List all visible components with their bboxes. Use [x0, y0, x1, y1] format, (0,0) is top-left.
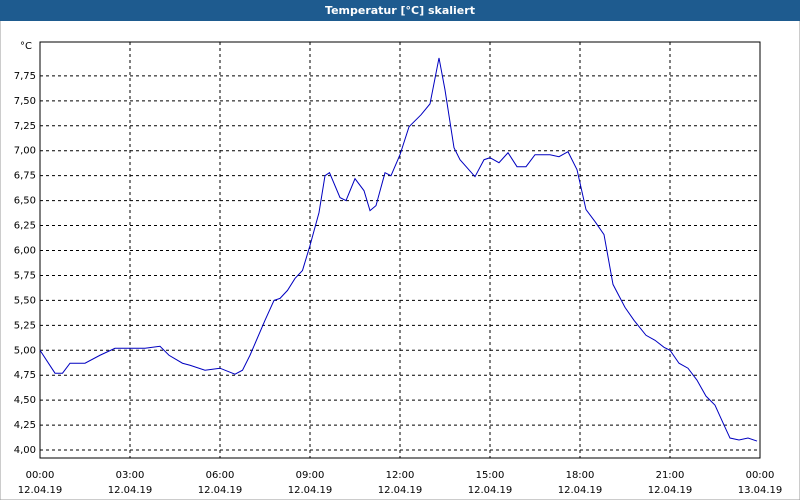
title-bar: [0, 0, 800, 21]
y-tick-label: 5,00: [14, 345, 36, 356]
y-tick-label: 5,25: [14, 320, 36, 331]
x-tick-label: 15:00: [476, 470, 505, 481]
chart-title: Temperatur [°C] skaliert: [325, 4, 475, 17]
x-tick-date: 12.04.19: [468, 485, 513, 496]
x-tick-label: 18:00: [566, 470, 595, 481]
x-tick-date: 12.04.19: [18, 485, 63, 496]
x-tick-date: 12.04.19: [288, 485, 333, 496]
y-tick-label: 4,75: [14, 370, 36, 381]
x-tick-date: 12.04.19: [108, 485, 153, 496]
x-tick-label: 03:00: [116, 470, 145, 481]
x-tick-label: 00:00: [26, 470, 55, 481]
x-tick-date: 12.04.19: [558, 485, 603, 496]
x-tick-date: 12.04.19: [378, 485, 423, 496]
y-tick-label: 4,00: [14, 445, 36, 456]
x-tick-label: 09:00: [296, 470, 325, 481]
plot-border: [39, 41, 761, 459]
line-series: [39, 57, 758, 442]
y-unit: °C: [20, 41, 32, 52]
y-tick-label: 6,75: [14, 171, 36, 182]
y-tick-label: 6,50: [14, 196, 36, 207]
y-tick-label: 7,50: [14, 96, 36, 107]
x-tick-label: 00:00: [746, 470, 775, 481]
y-tick-label: 6,00: [14, 245, 36, 256]
x-tick-label: 06:00: [206, 470, 235, 481]
y-tick-label: 4,25: [14, 420, 36, 431]
y-tick-label: 7,25: [14, 121, 36, 132]
y-tick-label: 7,00: [14, 146, 36, 157]
x-tick-label: 21:00: [656, 470, 685, 481]
y-tick-label: 5,75: [14, 270, 36, 281]
y-tick-label: 5,50: [14, 295, 36, 306]
x-tick-label: 12:00: [386, 470, 415, 481]
y-tick-label: 4,50: [14, 395, 36, 406]
y-tick-label: 6,25: [14, 221, 36, 232]
y-tick-label: 7,75: [14, 71, 36, 82]
x-tick-date: 12.04.19: [198, 485, 243, 496]
x-tick-date: 12.04.19: [648, 485, 693, 496]
x-tick-date: 13.04.19: [738, 485, 783, 496]
